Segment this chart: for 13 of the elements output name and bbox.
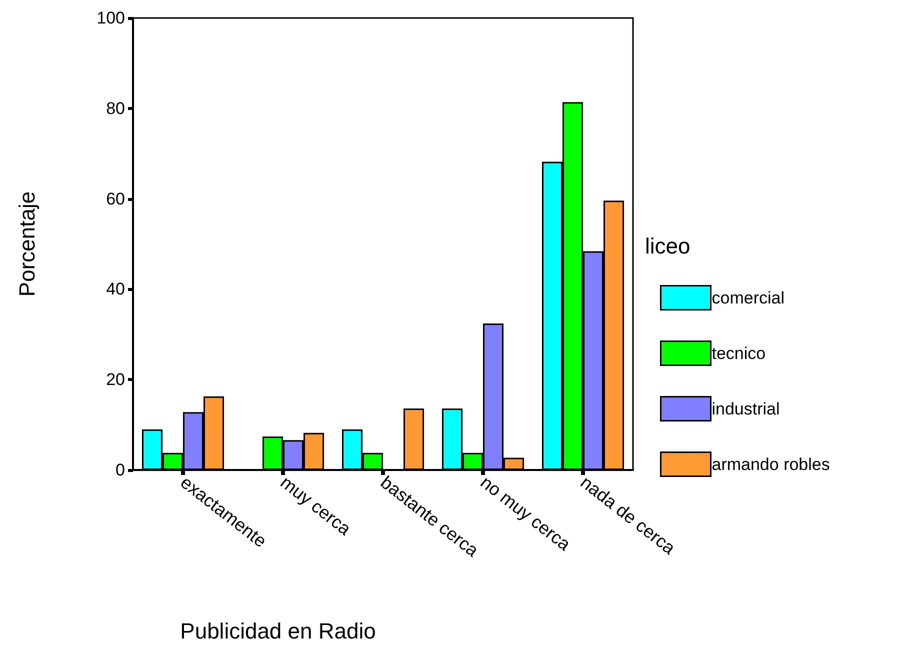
y-tick-label: 100	[96, 8, 125, 28]
legend-label: tecnico	[712, 344, 766, 363]
legend-label: industrial	[712, 399, 780, 418]
y-axis-title: Porcentaje	[14, 191, 40, 297]
x-axis-title: Publicidad en Radio	[180, 618, 376, 644]
legend-label: comercial	[712, 288, 784, 308]
legend-title: liceo	[645, 234, 690, 258]
legend-label: armando robles	[712, 454, 830, 474]
y-tick-label: 80	[106, 98, 125, 118]
y-tick-label: 20	[106, 370, 125, 390]
y-tick-label: 0	[116, 460, 125, 480]
y-tick-label: 40	[106, 280, 125, 299]
y-tick-label: 60	[106, 189, 125, 208]
